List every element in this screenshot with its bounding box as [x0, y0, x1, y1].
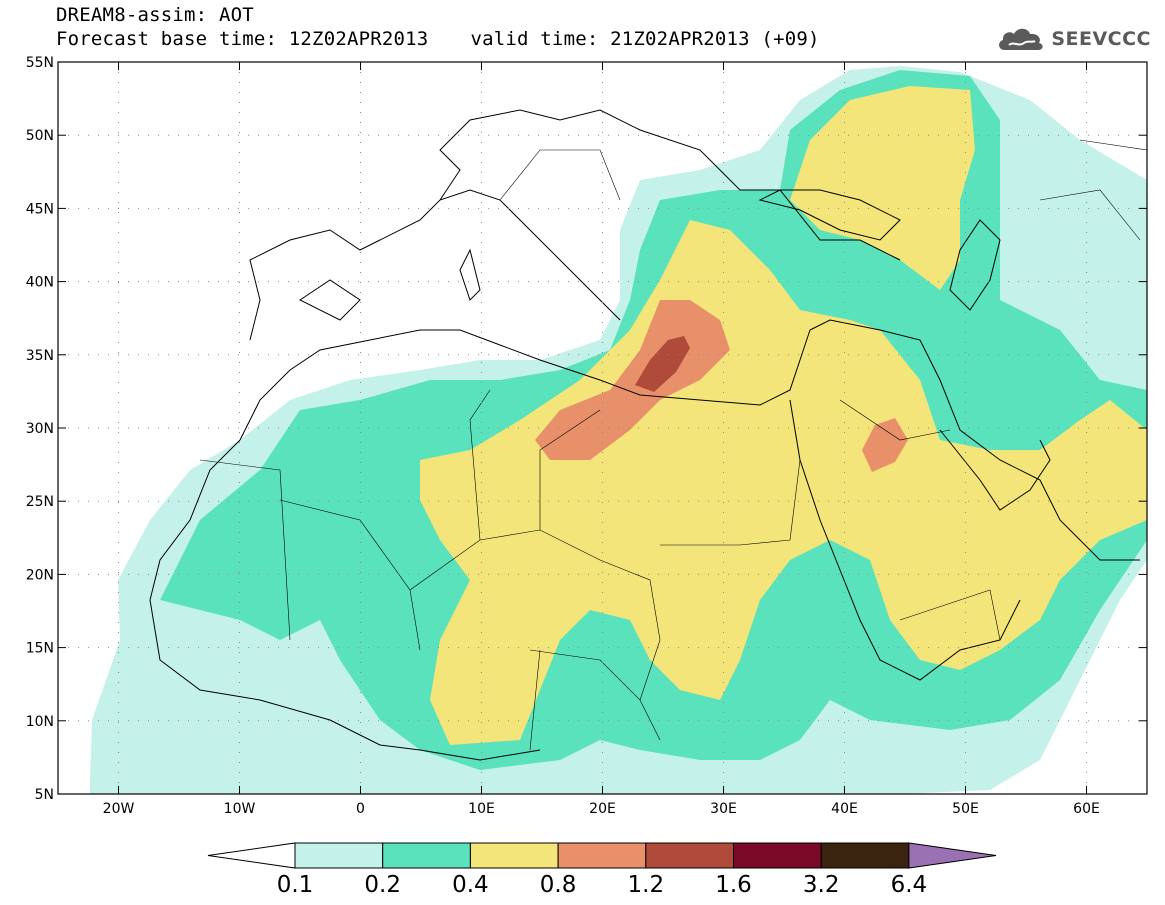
- colorbar-level-label: 1.6: [715, 872, 752, 898]
- lat-tick-label: 30N: [26, 421, 54, 437]
- aot-band-0.8-east: [862, 418, 908, 472]
- lat-tick-label: 50N: [26, 128, 54, 144]
- colorbar-level-label: 3.2: [803, 872, 840, 898]
- graticule: [58, 62, 1147, 794]
- lon-tick-label: 40E: [831, 801, 858, 817]
- lon-tick-label: 50E: [952, 801, 979, 817]
- colorbar-high-arrow: [908, 842, 997, 869]
- aot-band-0.4: [420, 220, 1147, 745]
- lat-tick-label: 10N: [26, 714, 54, 730]
- lon-tick-label: 0: [356, 801, 365, 817]
- coastlines: [149, 109, 1140, 761]
- cloud-icon: [999, 28, 1043, 50]
- colorbar-level-label: 0.2: [364, 872, 401, 898]
- colorbar-level-label: 6.4: [891, 872, 928, 898]
- colorbar-swatch: [469, 842, 559, 869]
- seevccc-logo: SEEVCCC: [995, 24, 1151, 54]
- lat-tick-label: 35N: [26, 348, 54, 364]
- colorbar-level-label: 0.4: [452, 872, 489, 898]
- aot-band-0.4-north: [790, 86, 975, 290]
- lat-tick-label: 25N: [26, 494, 54, 510]
- lon-tick-label: 10W: [224, 801, 256, 817]
- lon-tick-label: 20W: [103, 801, 135, 817]
- axis-ticks: 55N 50N 45N 40N 35N 30N 25N 20N 15N 10N 5N 20W 10W 0 1…: [26, 55, 1147, 817]
- lon-tick-label: 30E: [710, 801, 737, 817]
- lat-tick-label: 45N: [26, 201, 54, 217]
- colorbar-swatch: [294, 842, 384, 869]
- colorbar-low-arrow: [207, 842, 296, 869]
- colorbar-swatch: [645, 842, 734, 869]
- lon-tick-label: 60E: [1073, 801, 1100, 817]
- lat-tick-label: 20N: [26, 567, 54, 583]
- colorbar-swatch: [733, 842, 822, 869]
- colorbar-level-label: 0.8: [540, 872, 577, 898]
- aot-band-1.2: [635, 336, 690, 392]
- forecast-times: Forecast base time: 12Z02APR2013 valid ti…: [56, 28, 820, 50]
- lon-tick-label: 10E: [468, 801, 495, 817]
- logo-text: SEEVCCC: [1051, 28, 1151, 50]
- lat-tick-label: 55N: [26, 55, 54, 71]
- colorbar-level-label: 1.2: [628, 872, 665, 898]
- lat-tick-label: 40N: [26, 275, 54, 291]
- map-title: DREAM8-assim: AOT: [56, 4, 254, 26]
- lon-tick-label: 20E: [589, 801, 616, 817]
- political-borders: [199, 139, 1147, 751]
- colorbar-swatch: [820, 842, 910, 869]
- lat-tick-label: 5N: [35, 787, 54, 803]
- aot-contours: [90, 66, 1147, 794]
- colorbar-swatch: [557, 842, 647, 869]
- base-time: Forecast base time: 12Z02APR2013: [56, 28, 429, 50]
- colorbar-level-label: 0.1: [277, 872, 314, 898]
- valid-time: valid time: 21Z02APR2013 (+09): [470, 28, 820, 50]
- lat-tick-label: 15N: [26, 641, 54, 657]
- colorbar-swatch: [382, 842, 471, 869]
- colorbar: 0.1 0.2 0.4 0.8 1.2 1.6 3.2 6.4: [207, 842, 997, 898]
